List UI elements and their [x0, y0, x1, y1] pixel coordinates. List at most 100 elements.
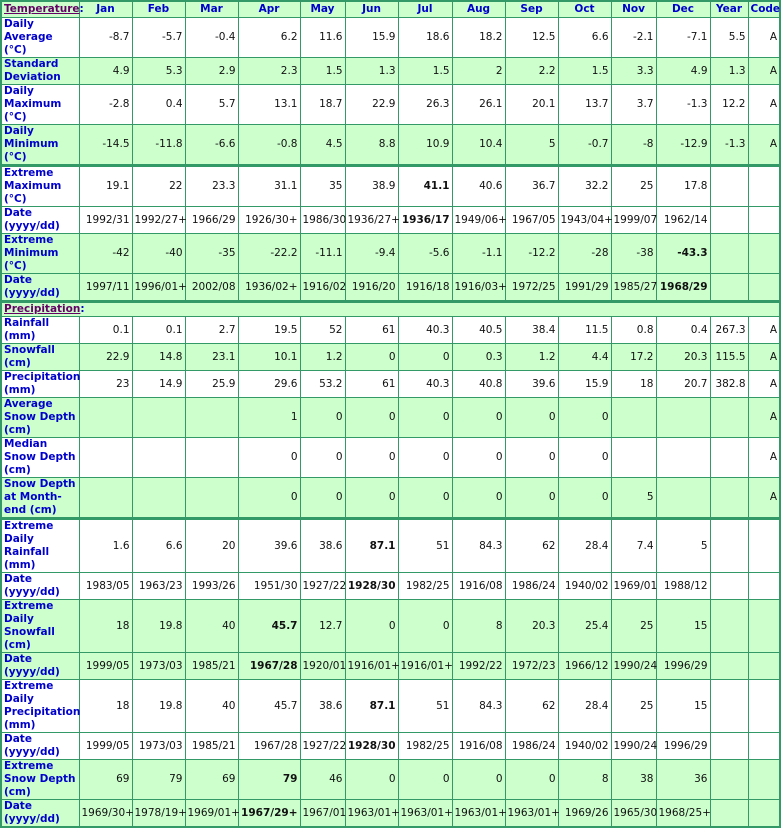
value-cell-oct: 28.4	[557, 517, 612, 573]
value-cell-year	[709, 759, 749, 800]
value-cell-jul: 1916/18	[397, 273, 453, 302]
row-label: Date (yyyy/dd)	[0, 206, 80, 234]
value-cell-sep: -12.2	[504, 233, 559, 274]
value-cell-nov: 1990/24	[610, 652, 657, 680]
value-cell-apr: 1967/28	[237, 652, 301, 680]
value-cell-year	[709, 477, 749, 519]
value-cell-feb: 1973/03	[131, 732, 186, 760]
row-label: Snow Depth at Month-end (cm)	[0, 477, 80, 519]
section-title-cell: Temperature:	[0, 0, 84, 18]
value-cell-jul: 1963/01+	[397, 799, 453, 828]
value-cell-jan	[78, 477, 133, 519]
value-cell-jun: 0	[344, 343, 399, 371]
table-row: Date (yyyy/dd) 1999/05 1973/03 1985/21 1967/…	[0, 652, 781, 680]
value-cell-oct: 1991/29	[557, 273, 612, 302]
value-cell-jan: 0.1	[78, 316, 133, 344]
value-cell-year	[709, 273, 749, 302]
value-cell-jul: 0	[397, 437, 453, 478]
value-cell-aug: 0	[451, 397, 506, 438]
value-cell-nov: 25	[610, 679, 657, 733]
value-cell-dec: 1962/14	[655, 206, 711, 234]
value-cell-feb: 1992/27+	[131, 206, 187, 234]
value-cell-aug: 1949/06+	[451, 206, 507, 234]
value-cell-jan: 18	[78, 599, 133, 653]
value-cell-mar	[184, 397, 239, 438]
value-cell-code	[747, 799, 781, 828]
value-cell-dec: 15	[655, 599, 711, 653]
table-row: Date (yyyy/dd) 1999/05 1973/03 1985/21 1967/…	[0, 732, 781, 760]
value-cell-jul: 1982/25	[397, 732, 453, 760]
value-cell-apr: -0.8	[237, 124, 301, 166]
value-cell-aug: 0	[451, 759, 506, 800]
value-cell-sep: 0	[504, 477, 559, 519]
table-row: Date (yyyy/dd) 1969/30+ 1978/19+ 1969/01+ 19…	[0, 799, 781, 828]
value-cell-aug: 1916/08	[451, 572, 506, 600]
value-cell-jul: -5.6	[397, 233, 453, 274]
table-row: Precipitation (mm) 23 14.9 25.9 29.6 53.2 61 40…	[0, 370, 781, 398]
value-cell-year	[709, 397, 749, 438]
value-cell-apr: 29.6	[237, 370, 301, 398]
value-cell-may: 1927/22	[299, 572, 346, 600]
value-cell-dec: 15	[655, 679, 711, 733]
value-cell-oct: 0	[557, 397, 612, 438]
value-cell-year	[709, 652, 749, 680]
value-cell-oct: 11.5	[557, 316, 612, 344]
value-cell-code: A	[747, 343, 781, 371]
value-cell-aug: 40.6	[451, 164, 506, 207]
value-cell-may: 1986/30	[299, 206, 346, 234]
value-cell-code: A	[747, 370, 781, 398]
value-cell-nov	[610, 437, 657, 478]
value-cell-jul: 0	[397, 343, 453, 371]
value-cell-year: 12.2	[709, 84, 749, 125]
column-header-feb: Feb	[131, 0, 186, 18]
value-cell-apr: 39.6	[237, 517, 301, 573]
value-cell-apr: -22.2	[237, 233, 301, 274]
section-title-link[interactable]: Temperature	[4, 3, 80, 15]
value-cell-oct: 0	[557, 477, 612, 519]
value-cell-nov: 1999/07	[610, 206, 657, 234]
section-header-temperature: Temperature: Jan Feb Mar Apr May Jun Jul Aug Sep O…	[0, 0, 781, 18]
value-cell-jul: 1916/01+	[397, 652, 453, 680]
value-cell-aug: 18.2	[451, 17, 506, 58]
value-cell-jun: 0	[344, 437, 399, 478]
row-label: Extreme Snow Depth (cm)	[0, 759, 80, 800]
value-cell-mar: 2.7	[184, 316, 239, 344]
column-header-aug: Aug	[451, 0, 506, 18]
value-cell-may: 1967/01	[299, 799, 346, 828]
value-cell-oct: 1940/02	[557, 732, 612, 760]
value-cell-aug: 0	[451, 437, 506, 478]
value-cell-feb: 0.4	[131, 84, 186, 125]
value-cell-code: A	[747, 316, 781, 344]
column-header-sep: Sep	[504, 0, 559, 18]
value-cell-may: 0	[299, 477, 346, 519]
value-cell-nov: 1990/24	[610, 732, 657, 760]
row-label: Date (yyyy/dd)	[0, 652, 80, 680]
column-header-dec: Dec	[655, 0, 711, 18]
row-label: Extreme Minimum (°C)	[0, 233, 80, 274]
value-cell-jan	[78, 437, 133, 478]
value-cell-jun: -9.4	[344, 233, 399, 274]
value-cell-code	[747, 679, 781, 733]
table-row: Date (yyyy/dd) 1983/05 1963/23 1993/26 1951/…	[0, 572, 781, 600]
row-label: Snowfall (cm)	[0, 343, 80, 371]
value-cell-mar: 1993/26	[184, 572, 239, 600]
value-cell-sep: 36.7	[504, 164, 559, 207]
value-cell-jun: 1928/30	[344, 732, 399, 760]
value-cell-feb: 19.8	[131, 679, 186, 733]
table-row: Extreme Snow Depth (cm) 69 79 69 79 46 0 0 0 0 8 38…	[0, 759, 781, 800]
section-title-link[interactable]: Precipitation	[4, 303, 81, 315]
value-cell-jun: 1936/27+	[344, 206, 400, 234]
value-cell-code	[747, 599, 781, 653]
value-cell-year	[709, 517, 749, 573]
value-cell-year: 115.5	[709, 343, 749, 371]
value-cell-mar: 1966/29	[184, 206, 239, 234]
row-label: Date (yyyy/dd)	[0, 572, 80, 600]
value-cell-jul: 18.6	[397, 17, 453, 58]
value-cell-jun: 38.9	[344, 164, 399, 207]
value-cell-code: A	[747, 57, 781, 85]
value-cell-dec: 0.4	[655, 316, 711, 344]
table-row: Extreme Daily Precipitation (mm) 18 19.8 40…	[0, 679, 781, 733]
value-cell-jul: 1982/25	[397, 572, 453, 600]
value-cell-feb	[131, 397, 186, 438]
section-title-colon: :	[80, 303, 85, 315]
